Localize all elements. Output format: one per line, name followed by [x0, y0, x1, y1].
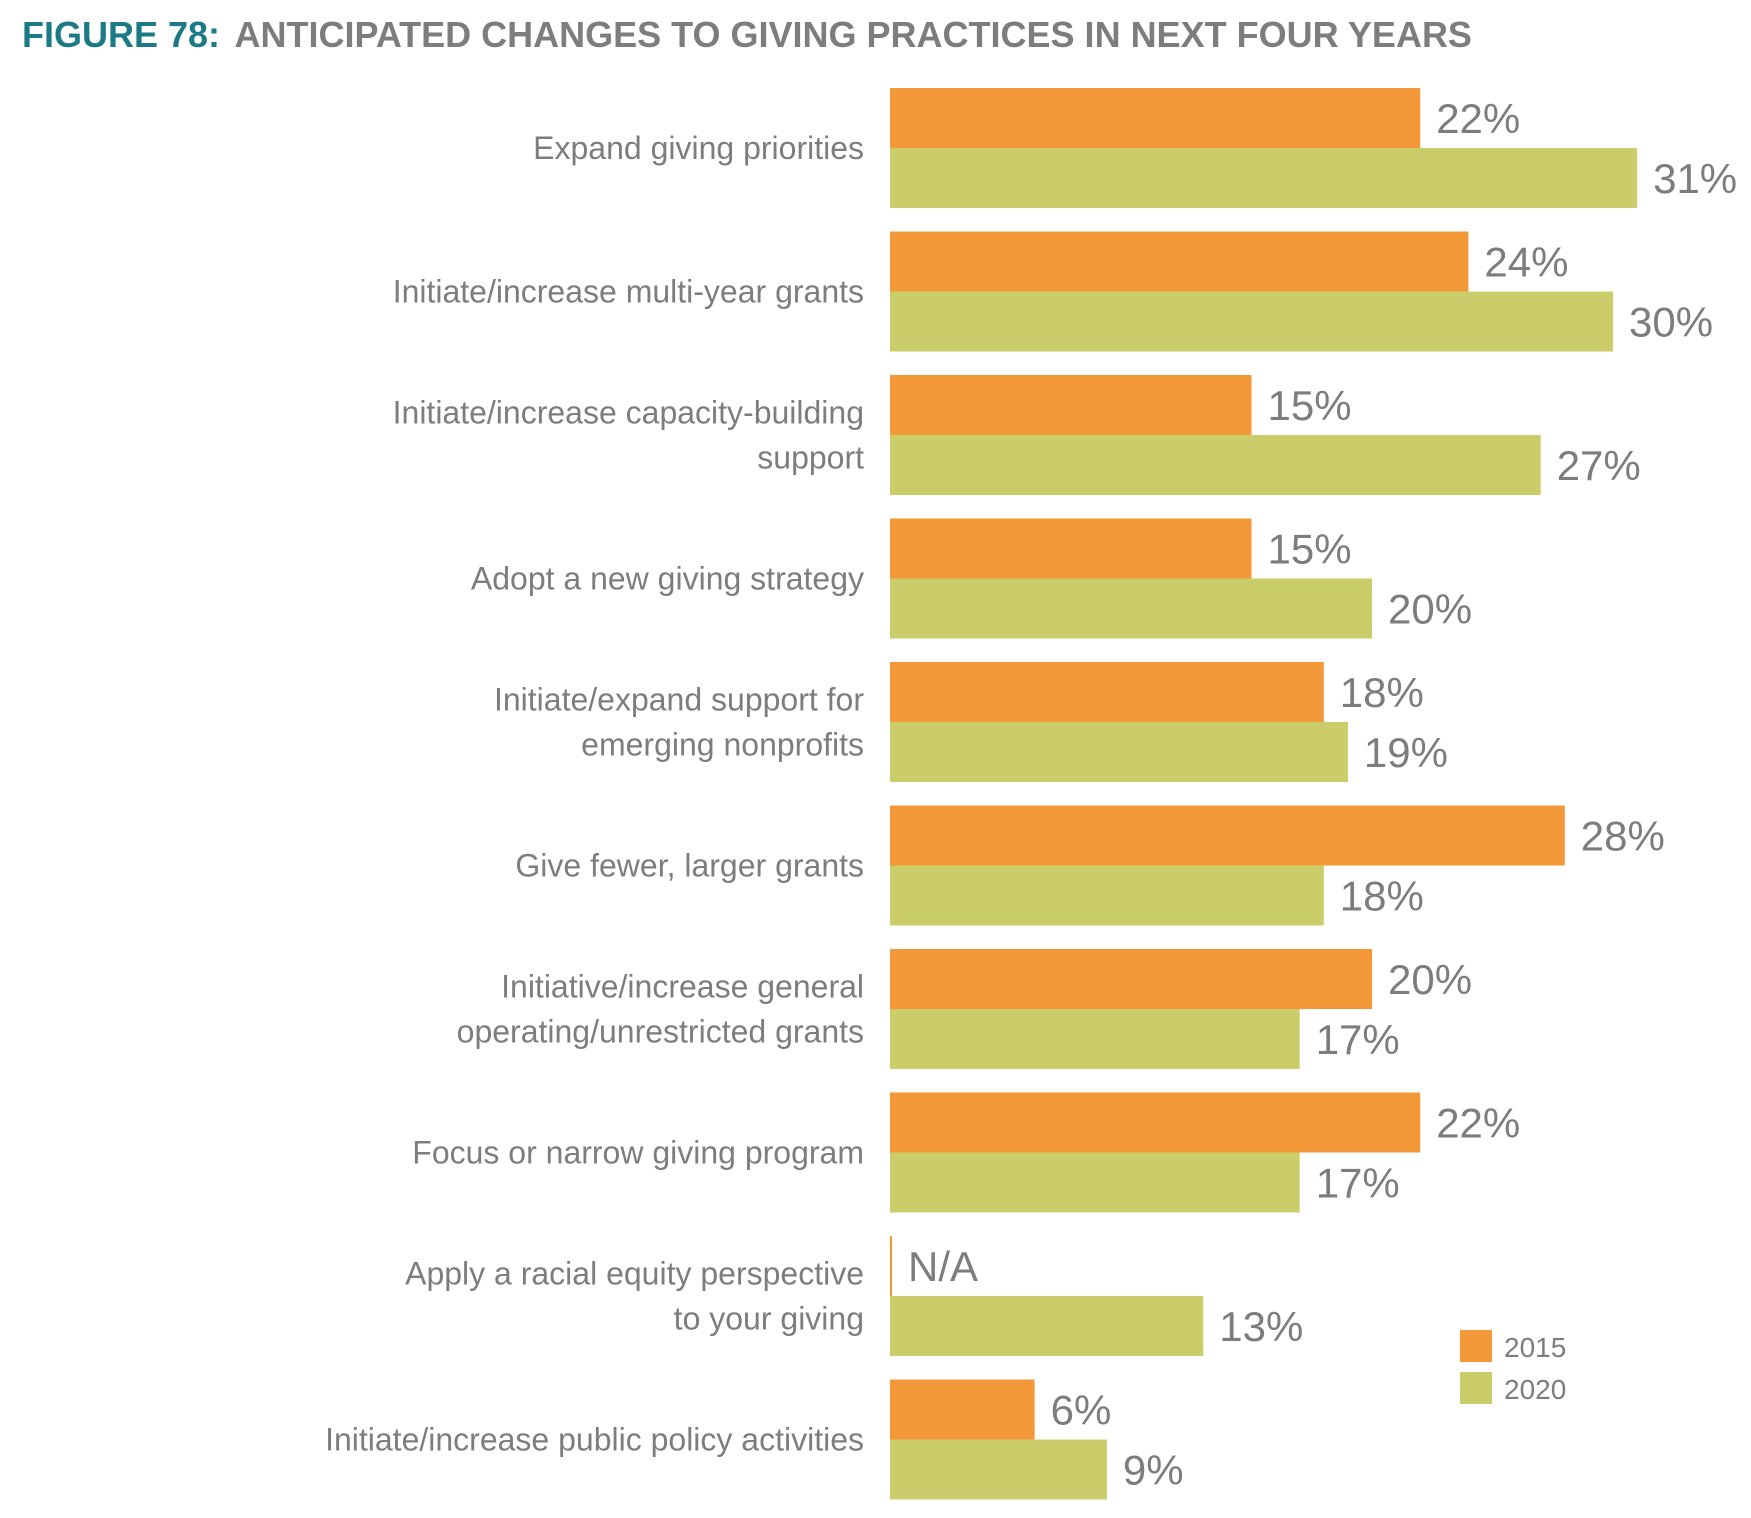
category-label-line: emerging nonprofits [581, 727, 864, 763]
value-label-2015: 22% [1436, 1100, 1520, 1147]
value-label-2020: 20% [1388, 586, 1472, 633]
bar-2015 [890, 1092, 1421, 1153]
bar-2020 [890, 1009, 1300, 1069]
value-label-2020: 30% [1629, 299, 1713, 346]
chart-title: FIGURE 78: ANTICIPATED CHANGES TO GIVING… [22, 14, 1472, 55]
value-label-2015: N/A [908, 1243, 978, 1290]
legend-label-2015: 2015 [1504, 1332, 1566, 1363]
bar-2015 [890, 662, 1324, 722]
bar-2015 [890, 375, 1252, 435]
category-label: Initiate/increase multi-year grants [393, 274, 864, 310]
bar-2020 [890, 1296, 1204, 1356]
value-label-2020: 9% [1123, 1447, 1184, 1494]
value-label-2020: 17% [1316, 1016, 1400, 1063]
bar-2015 [890, 1379, 1035, 1440]
value-label-2020: 27% [1557, 442, 1641, 489]
category-label-line: Initiative/increase general [501, 969, 864, 1005]
category-label: Initiate/expand support for emerging nonp… [494, 682, 864, 763]
value-label-2015: 22% [1436, 95, 1520, 142]
value-label-2020: 31% [1653, 155, 1737, 202]
bar-2020 [890, 148, 1638, 208]
bar-2020 [890, 865, 1324, 926]
value-label-2020: 13% [1219, 1303, 1303, 1350]
bar-2015 [890, 518, 1252, 579]
bar-2015 [890, 949, 1372, 1009]
bar-2015 [890, 805, 1565, 866]
category-label-line: Expand giving priorities [533, 130, 864, 166]
value-label-2015: 18% [1340, 669, 1424, 716]
category-label-line: Initiate/increase multi-year grants [393, 274, 864, 310]
category-label-line: Initiate/increase public policy activiti… [325, 1422, 864, 1458]
value-label-2015: 15% [1268, 382, 1352, 429]
category-label: Expand giving priorities [533, 130, 864, 166]
category-label: Focus or narrow giving program [412, 1135, 864, 1171]
value-label-2015: 20% [1388, 956, 1472, 1003]
value-label-2020: 17% [1316, 1160, 1400, 1207]
category-label-line: Apply a racial equity perspective [405, 1256, 864, 1292]
value-label-2015: 15% [1268, 526, 1352, 573]
category-label-line: Initiate/expand support for [494, 682, 864, 718]
bar-2020 [890, 1439, 1107, 1500]
bar-2015 [890, 1236, 892, 1296]
category-label: Initiate/increase public policy activiti… [325, 1422, 864, 1458]
bar-2020 [890, 578, 1372, 639]
category-label: Adopt a new giving strategy [471, 561, 864, 597]
bar-2015 [890, 231, 1469, 292]
bar-2020 [890, 722, 1348, 782]
legend-swatch-2015 [1460, 1330, 1492, 1362]
value-label-2015: 24% [1484, 239, 1568, 286]
bar-2020 [890, 1152, 1300, 1213]
legend: 2015 2020 [1460, 1330, 1566, 1405]
category-label: Initiative/increase general operating/unr… [457, 969, 864, 1050]
bar-2015 [890, 88, 1421, 148]
value-label-2020: 19% [1364, 729, 1448, 776]
value-label-2015: 6% [1051, 1387, 1112, 1434]
category-label: Give fewer, larger grants [515, 848, 864, 884]
category-label-line: Initiate/increase capacity-building [393, 395, 864, 431]
value-label-2020: 18% [1340, 873, 1424, 920]
category-label: Apply a racial equity perspective to your… [405, 1256, 864, 1337]
value-label-2015: 28% [1581, 813, 1665, 860]
category-label-line: operating/unrestricted grants [457, 1014, 864, 1050]
category-label-line: to your giving [674, 1301, 864, 1337]
legend-swatch-2020 [1460, 1372, 1492, 1404]
category-label-line: Give fewer, larger grants [515, 848, 864, 884]
category-label-line: support [757, 440, 864, 476]
legend-label-2020: 2020 [1504, 1374, 1566, 1405]
bar-2020 [890, 291, 1613, 352]
bar-2020 [890, 435, 1541, 495]
category-label: Initiate/increase capacity-building suppo… [393, 395, 864, 476]
category-label-line: Adopt a new giving strategy [471, 561, 864, 597]
chart-title-prefix: FIGURE 78: [22, 14, 220, 55]
bars-group: Expand giving priorities 22% 31% Initiate/i… [325, 88, 1737, 1500]
chart-title-text: ANTICIPATED CHANGES TO GIVING PRACTICES … [235, 14, 1472, 55]
category-label-line: Focus or narrow giving program [412, 1135, 864, 1171]
